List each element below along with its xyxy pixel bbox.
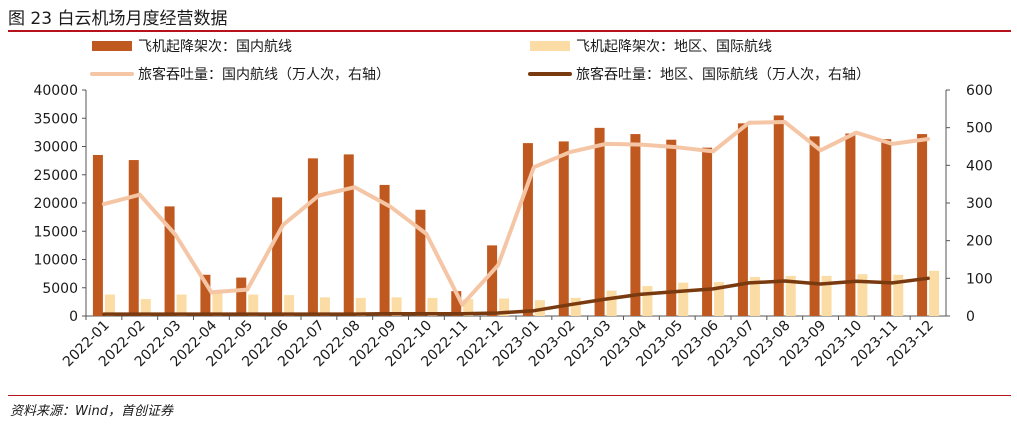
left-tick-label: 35000: [33, 111, 78, 127]
bar-domestic-flights: [92, 154, 103, 316]
chart-title: 图 23 白云机场月度经营数据: [8, 9, 228, 29]
bar-domestic-flights: [415, 209, 426, 316]
bar-regional-flights: [570, 297, 581, 316]
bar-domestic-flights: [522, 143, 533, 316]
line-domestic-passengers: [101, 120, 931, 307]
right-tick-label: 0: [966, 309, 975, 325]
bar-domestic-flights: [236, 277, 247, 316]
bar-regional-flights: [212, 293, 223, 316]
chart: 飞机起降架次：国内航线 飞机起降架次：地区、国际航线旅客吞吐量：国内航线（万人次，…: [33, 39, 992, 370]
bar-domestic-flights: [773, 115, 784, 316]
right-tick-label: 400: [966, 158, 993, 174]
bar-domestic-flights: [558, 141, 569, 316]
legend: 飞机起降架次：国内航线 飞机起降架次：地区、国际航线旅客吞吐量：国内航线（万人次，…: [90, 39, 870, 83]
bar-domestic-flights: [917, 134, 928, 316]
left-tick-label: 25000: [33, 168, 78, 184]
bar-regional-flights: [284, 295, 295, 316]
bar-domestic-flights: [451, 291, 462, 316]
right-tick-label: 200: [966, 234, 993, 250]
x-tick-labels: 2022-012022-022022-032022-042022-052022-…: [60, 316, 937, 370]
legend-swatch-1: [530, 41, 570, 51]
bar-regional-flights: [749, 277, 760, 316]
bar-domestic-flights: [845, 133, 856, 316]
bar-domestic-flights: [164, 206, 175, 316]
left-tick-label: 5000: [42, 281, 78, 297]
bar-regional-flights: [821, 275, 832, 316]
bar-domestic-flights: [128, 160, 139, 316]
bar-regional-flights: [893, 274, 904, 316]
bar-domestic-flights: [307, 158, 318, 316]
bar-regional-flights: [391, 297, 402, 316]
left-tick-label: 0: [69, 309, 78, 325]
bar-regional-flights: [785, 275, 796, 316]
right-tick-label: 600: [966, 83, 993, 99]
bar-regional-flights: [929, 270, 940, 316]
bar-domestic-flights: [594, 127, 605, 316]
left-tick-label: 20000: [33, 196, 78, 212]
bar-domestic-flights: [809, 136, 820, 316]
left-tick-label: 40000: [33, 83, 78, 99]
legend-label-0: 飞机起降架次：国内航线: [138, 39, 292, 55]
legend-label-1: 飞机起降架次：地区、国际航线: [576, 39, 772, 55]
left-tick-label: 30000: [33, 140, 78, 156]
bar-domestic-flights: [881, 139, 892, 316]
left-tick-label: 15000: [33, 224, 78, 240]
bar-regional-flights: [714, 282, 725, 316]
bar-regional-flights: [463, 299, 474, 316]
bar-regional-flights: [176, 294, 187, 316]
legend-label-3: 旅客吞吐量：地区、国际航线（万人次，右轴）: [576, 66, 870, 83]
bar-domestic-flights: [630, 134, 641, 316]
bar-domestic-flights: [200, 274, 211, 316]
bar-regional-flights: [678, 282, 689, 316]
bar-domestic-flights: [343, 154, 354, 316]
bar-domestic-flights: [666, 139, 677, 316]
legend-label-2: 旅客吞吐量：国内航线（万人次，右轴）: [138, 66, 390, 83]
bar-regional-flights: [319, 297, 330, 316]
bar-regional-flights: [606, 290, 617, 316]
source-note: 资料来源：Wind，首创证券: [10, 404, 173, 419]
bar-regional-flights: [140, 299, 151, 316]
bar-regional-flights: [857, 274, 868, 316]
bar-regional-flights: [355, 297, 366, 316]
line-regional-passengers: [102, 276, 930, 316]
right-tick-label: 500: [966, 121, 993, 137]
bar-regional-flights: [499, 298, 510, 316]
bar-regional-flights: [427, 297, 438, 316]
title-divider: [8, 30, 1011, 32]
bars: [92, 115, 940, 317]
axes: 0500010000150002000025000300003500040000…: [33, 83, 992, 325]
lines: [101, 120, 931, 316]
bar-domestic-flights: [379, 184, 390, 316]
footer-divider: [8, 395, 1011, 396]
right-tick-label: 300: [966, 196, 993, 212]
right-tick-label: 100: [966, 271, 993, 287]
bar-domestic-flights: [487, 245, 498, 316]
bar-regional-flights: [104, 294, 115, 316]
bar-domestic-flights: [272, 197, 283, 316]
bar-domestic-flights: [702, 147, 713, 316]
left-tick-label: 10000: [33, 253, 78, 269]
legend-swatch-0: [92, 41, 132, 51]
bar-regional-flights: [248, 294, 259, 316]
bar-domestic-flights: [737, 123, 748, 317]
bar-regional-flights: [642, 286, 653, 316]
